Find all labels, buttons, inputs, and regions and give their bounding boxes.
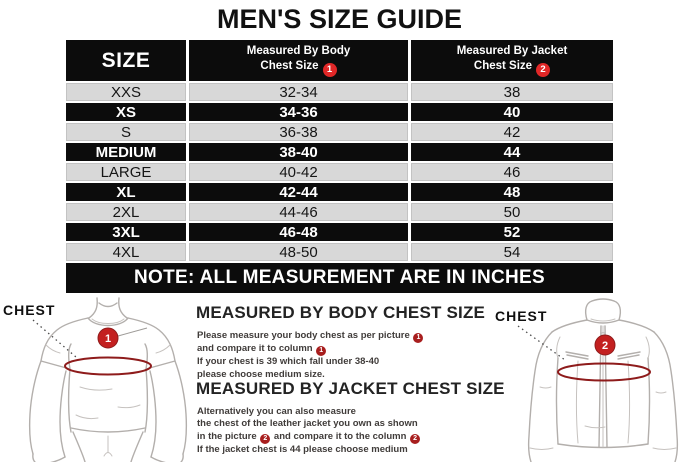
size-column-label: SIZE (101, 49, 151, 72)
chest-label-jacket: CHEST (495, 308, 548, 324)
jacket-illustration: 2 (517, 298, 679, 462)
table-row: S 36-38 42 (66, 123, 613, 141)
body-column-label-line1: Measured By Body (246, 45, 351, 58)
instruction-line: Alternatively you can also measure (197, 406, 356, 417)
cell-jacket-chest: 50 (411, 203, 613, 221)
cell-jacket-chest: 54 (411, 243, 613, 261)
cell-jacket-chest: 46 (411, 163, 613, 181)
jacket-column-label-line1: Measured By Jacket (456, 45, 568, 58)
header-cell-size: SIZE (66, 40, 186, 81)
cell-body-chest: 40-42 (189, 163, 408, 181)
jacket-measure-lines: Alternatively you can also measure the ch… (197, 406, 497, 456)
note-bar: NOTE: ALL MEASUREMENT ARE IN INCHES (66, 263, 613, 293)
column-2-badge: 2 (536, 62, 551, 77)
tshirt-badge-number: 1 (105, 333, 111, 345)
table-row: 4XL 48-50 54 (66, 243, 613, 261)
cell-jacket-chest: 40 (411, 103, 613, 121)
cell-body-chest: 34-36 (189, 103, 408, 121)
jacket-column-label-line2: Chest Size (473, 60, 533, 73)
cell-jacket-chest: 48 (411, 183, 613, 201)
cell-size: XXS (66, 83, 186, 101)
table-row: XS 34-36 40 (66, 103, 613, 121)
table-row: MEDIUM 38-40 44 (66, 143, 613, 161)
cell-jacket-chest: 42 (411, 123, 613, 141)
ref-number-badge: 1 (316, 346, 327, 357)
instruction-line: the chest of the leather jacket you own … (197, 418, 418, 430)
cell-jacket-chest: 38 (411, 83, 613, 101)
page-title: MEN'S SIZE GUIDE (217, 4, 462, 34)
ref-number-badge: 1 (413, 333, 424, 344)
header-cell-jacket-chest: Measured By Jacket Chest Size 2 (411, 40, 613, 81)
table-row: LARGE 40-42 46 (66, 163, 613, 181)
cell-jacket-chest: 52 (411, 223, 613, 241)
table-row: XXS 32-34 38 (66, 83, 613, 101)
jacket-measure-heading: MEASURED BY JACKET CHEST SIZE (196, 379, 505, 398)
size-table: SIZE Measured By Body Chest Size 1 Measur… (66, 40, 613, 293)
cell-size: MEDIUM (66, 143, 186, 161)
column-1-badge: 1 (322, 62, 337, 77)
chest-label-body: CHEST (3, 302, 56, 318)
cell-size: S (66, 123, 186, 141)
cell-size: LARGE (66, 163, 186, 181)
chest-measure-ellipse (557, 362, 651, 382)
instruction-line: If your chest is 39 which fall under 38-… (197, 356, 380, 368)
cell-body-chest: 36-38 (189, 123, 408, 141)
jacket-badge-number: 2 (602, 340, 608, 352)
instruction-line: and compare it to column 1 (197, 343, 497, 357)
badge-pointer-line (117, 327, 148, 337)
body-column-label-line2: Chest Size (260, 60, 319, 73)
table-row: 2XL 44-46 50 (66, 203, 613, 221)
cell-body-chest: 42-44 (189, 183, 408, 201)
cell-size: XS (66, 103, 186, 121)
body-measure-lines: Please measure your body chest as per pi… (197, 330, 497, 381)
cell-body-chest: 32-34 (189, 83, 408, 101)
cell-size: 2XL (66, 203, 186, 221)
cell-body-chest: 48-50 (189, 243, 408, 261)
instruction-line: If the jacket chest is 44 please choose … (197, 444, 408, 456)
cell-size: XL (66, 183, 186, 201)
header-cell-body-chest: Measured By Body Chest Size 1 (189, 40, 408, 81)
cell-size: 3XL (66, 223, 186, 241)
size-table-header: SIZE Measured By Body Chest Size 1 Measur… (66, 40, 613, 81)
cell-body-chest: 38-40 (189, 143, 408, 161)
instruction-line: please choose medium size. (197, 368, 325, 380)
instruction-line: in the picture 2 and compare it to the c… (197, 431, 497, 445)
size-table-body: XXS 32-34 38 XS 34-36 40 S 36-38 42 MEDI… (66, 83, 613, 261)
instruction-line: Please measure your body chest as per pi… (197, 330, 497, 344)
cell-jacket-chest: 44 (411, 143, 613, 161)
chest-measure-ellipse (64, 356, 152, 376)
cell-size: 4XL (66, 243, 186, 261)
table-row: XL 42-44 48 (66, 183, 613, 201)
jacket-badge-circle (594, 334, 616, 356)
cell-body-chest: 44-46 (189, 203, 408, 221)
ref-number-badge: 2 (260, 434, 271, 445)
table-row: 3XL 46-48 52 (66, 223, 613, 241)
tshirt-badge-circle (97, 327, 119, 349)
cell-body-chest: 46-48 (189, 223, 408, 241)
ref-number-badge: 2 (410, 434, 421, 445)
body-measure-heading: MEASURED BY BODY CHEST SIZE (196, 303, 486, 322)
tshirt-illustration: 1 (28, 297, 188, 462)
